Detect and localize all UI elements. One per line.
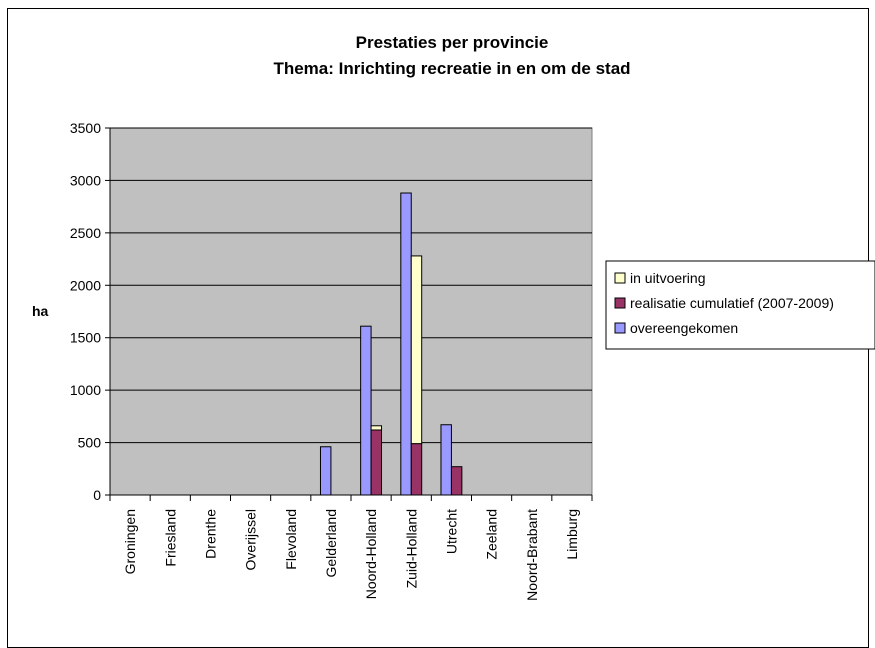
x-tick-label: Groningen [122,509,138,574]
legend-entry: in uitvoering [630,270,706,286]
chart-subtitle: Thema: Inrichting recreatie in en om de … [273,59,630,78]
bar-overeengekomen-utrecht [440,424,452,496]
bar-in-uitvoering-zuid-holland [410,255,423,445]
bar-realisatie-cumulatief-2007-2009--zuid-holland [410,443,423,496]
y-tick-label: 3500 [70,120,101,136]
legend: in uitvoering realisatie cumulatief (2007… [605,260,875,350]
legend-entry: overeengekomen [630,320,738,336]
x-tick-label: Noord-Holland [363,509,379,599]
y-tick-label: 1000 [70,382,101,398]
bar-realisatie-cumulatief-2007-2009--noord-holland [370,429,383,496]
y-tick-label: 2500 [70,225,101,241]
legend-swatch [614,322,626,334]
x-tick-label: Limburg [564,509,580,560]
chart-title: Prestaties per provincie [356,33,549,52]
y-tick-label: 3000 [70,172,101,188]
x-tick-label: Gelderland [323,509,339,578]
bar-realisatie-cumulatief-2007-2009--utrecht [450,466,463,496]
bar-overeengekomen-zuid-holland [400,192,412,496]
x-tick-label: Noord-Brabant [524,509,540,601]
bar-in-uitvoering-noord-holland [370,425,383,431]
x-tick-label: Flevoland [283,509,299,570]
x-tick-label: Zeeland [484,509,500,560]
plot-area [109,127,593,496]
legend-entry: realisatie cumulatief (2007-2009) [630,295,834,311]
x-tick-label: Zuid-Holland [403,509,419,588]
bar-overeengekomen-noord-holland [360,325,372,496]
x-tick-label: Drenthe [202,509,218,559]
x-tick-label: Overijssel [243,509,259,570]
y-tick-label: 0 [93,487,101,503]
y-axis-label: ha [32,303,49,319]
legend-swatch [614,272,626,284]
y-tick-label: 500 [78,435,102,451]
x-tick-label: Utrecht [443,509,459,554]
y-tick-label: 2000 [70,277,101,293]
bar-overeengekomen-gelderland [319,446,332,496]
x-tick-label: Friesland [162,509,178,567]
bar-chart: Prestaties per provincie Thema: Inrichti… [32,33,875,601]
legend-swatch [614,297,626,309]
legend-box [605,260,875,350]
y-tick-label: 1500 [70,330,101,346]
